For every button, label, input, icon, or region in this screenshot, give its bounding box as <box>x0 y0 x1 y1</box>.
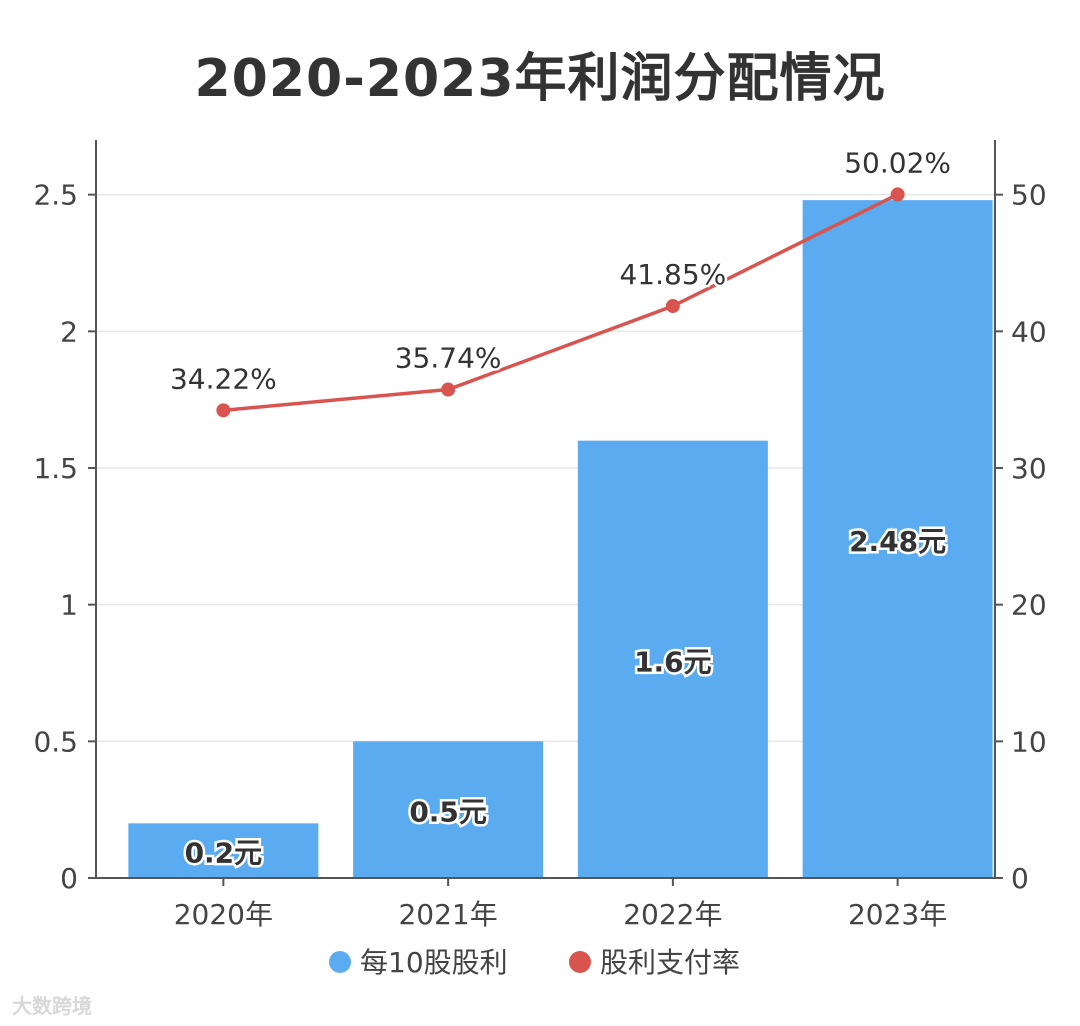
line-data-label: 50.02% <box>844 146 951 179</box>
right-tick-label: 50 <box>1011 179 1047 212</box>
right-tick-label: 30 <box>1011 452 1047 485</box>
legend-marker <box>329 951 351 973</box>
legend-label: 股利支付率 <box>600 946 740 979</box>
legend-label: 每10股股利 <box>360 946 508 979</box>
right-tick-label: 0 <box>1011 862 1029 895</box>
bar-data-label: 0.2元 <box>185 837 263 870</box>
watermark-logo: 大数跨境 <box>12 994 92 1018</box>
x-tick-label: 2020年 <box>174 898 273 931</box>
left-tick-label: 0 <box>60 862 78 895</box>
line-point <box>216 403 231 418</box>
line-series <box>223 192 899 413</box>
bar <box>353 741 544 878</box>
bar <box>128 823 319 878</box>
x-tick-label: 2022年 <box>623 898 722 931</box>
bar-data-label: 1.6元 <box>634 645 712 678</box>
bar <box>802 200 993 879</box>
left-tick-label: 1.5 <box>33 452 78 485</box>
line-point <box>890 187 905 202</box>
x-tick-label: 2021年 <box>398 898 497 931</box>
line-data-label: 41.85% <box>619 258 726 291</box>
left-tick-label: 2.5 <box>33 179 78 212</box>
bar-data-label: 0.5元 <box>409 796 487 829</box>
bar <box>577 440 768 878</box>
right-tick-label: 20 <box>1011 589 1047 622</box>
line-data-label: 35.74% <box>395 342 502 375</box>
left-tick-label: 0.5 <box>33 725 78 758</box>
line-data-label: 34.22% <box>170 362 277 395</box>
left-tick-label: 1 <box>60 589 78 622</box>
left-tick-label: 2 <box>60 315 78 348</box>
right-tick-label: 40 <box>1011 315 1047 348</box>
legend-marker <box>569 951 591 973</box>
right-tick-label: 10 <box>1011 725 1047 758</box>
chart-title: 2020-2023年利润分配情况 <box>194 49 886 109</box>
line-point <box>665 299 680 314</box>
x-tick-label: 2023年 <box>848 898 947 931</box>
bar-data-label: 2.48元 <box>849 525 946 558</box>
line-point <box>441 382 456 397</box>
